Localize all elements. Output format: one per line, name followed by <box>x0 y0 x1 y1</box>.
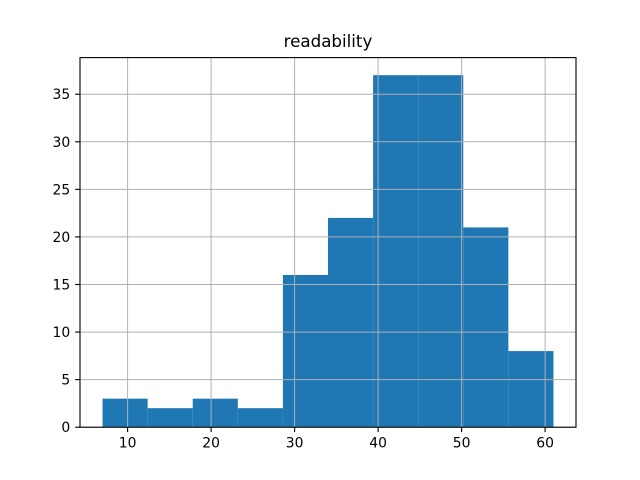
histogram-bar <box>102 398 148 428</box>
y-tick-label: 0 <box>61 420 70 436</box>
histogram-bar <box>147 408 193 428</box>
bars-layer <box>102 75 554 428</box>
histogram-bar <box>328 217 374 428</box>
histogram-bar <box>508 351 554 428</box>
histogram-bar <box>237 408 283 428</box>
histogram-bar <box>282 274 328 428</box>
x-tick-label: 50 <box>453 436 471 452</box>
axes-layer: 10 20 30 40 50 60 0 5 10 15 20 25 30 35 <box>53 57 577 452</box>
histogram-bar <box>373 75 419 428</box>
x-tick-label: 10 <box>119 436 137 452</box>
x-tick-label: 30 <box>286 436 304 452</box>
plot-border <box>79 57 577 428</box>
histogram-bar <box>192 398 238 428</box>
y-tick-label: 20 <box>53 230 71 246</box>
y-tick-label: 35 <box>53 87 71 103</box>
y-tick-label: 15 <box>53 277 71 293</box>
chart-title: readability <box>284 31 373 51</box>
x-tick-label: 20 <box>202 436 220 452</box>
y-tick-label: 30 <box>53 135 71 151</box>
y-tick-label: 10 <box>53 325 71 341</box>
histogram-bar <box>463 227 509 428</box>
y-tick-label: 5 <box>61 373 70 389</box>
grid-layer <box>80 57 576 428</box>
y-tick-label: 25 <box>53 182 71 198</box>
x-tick-label: 40 <box>369 436 387 452</box>
histogram-bar <box>418 75 464 428</box>
x-tick-label: 60 <box>536 436 554 452</box>
